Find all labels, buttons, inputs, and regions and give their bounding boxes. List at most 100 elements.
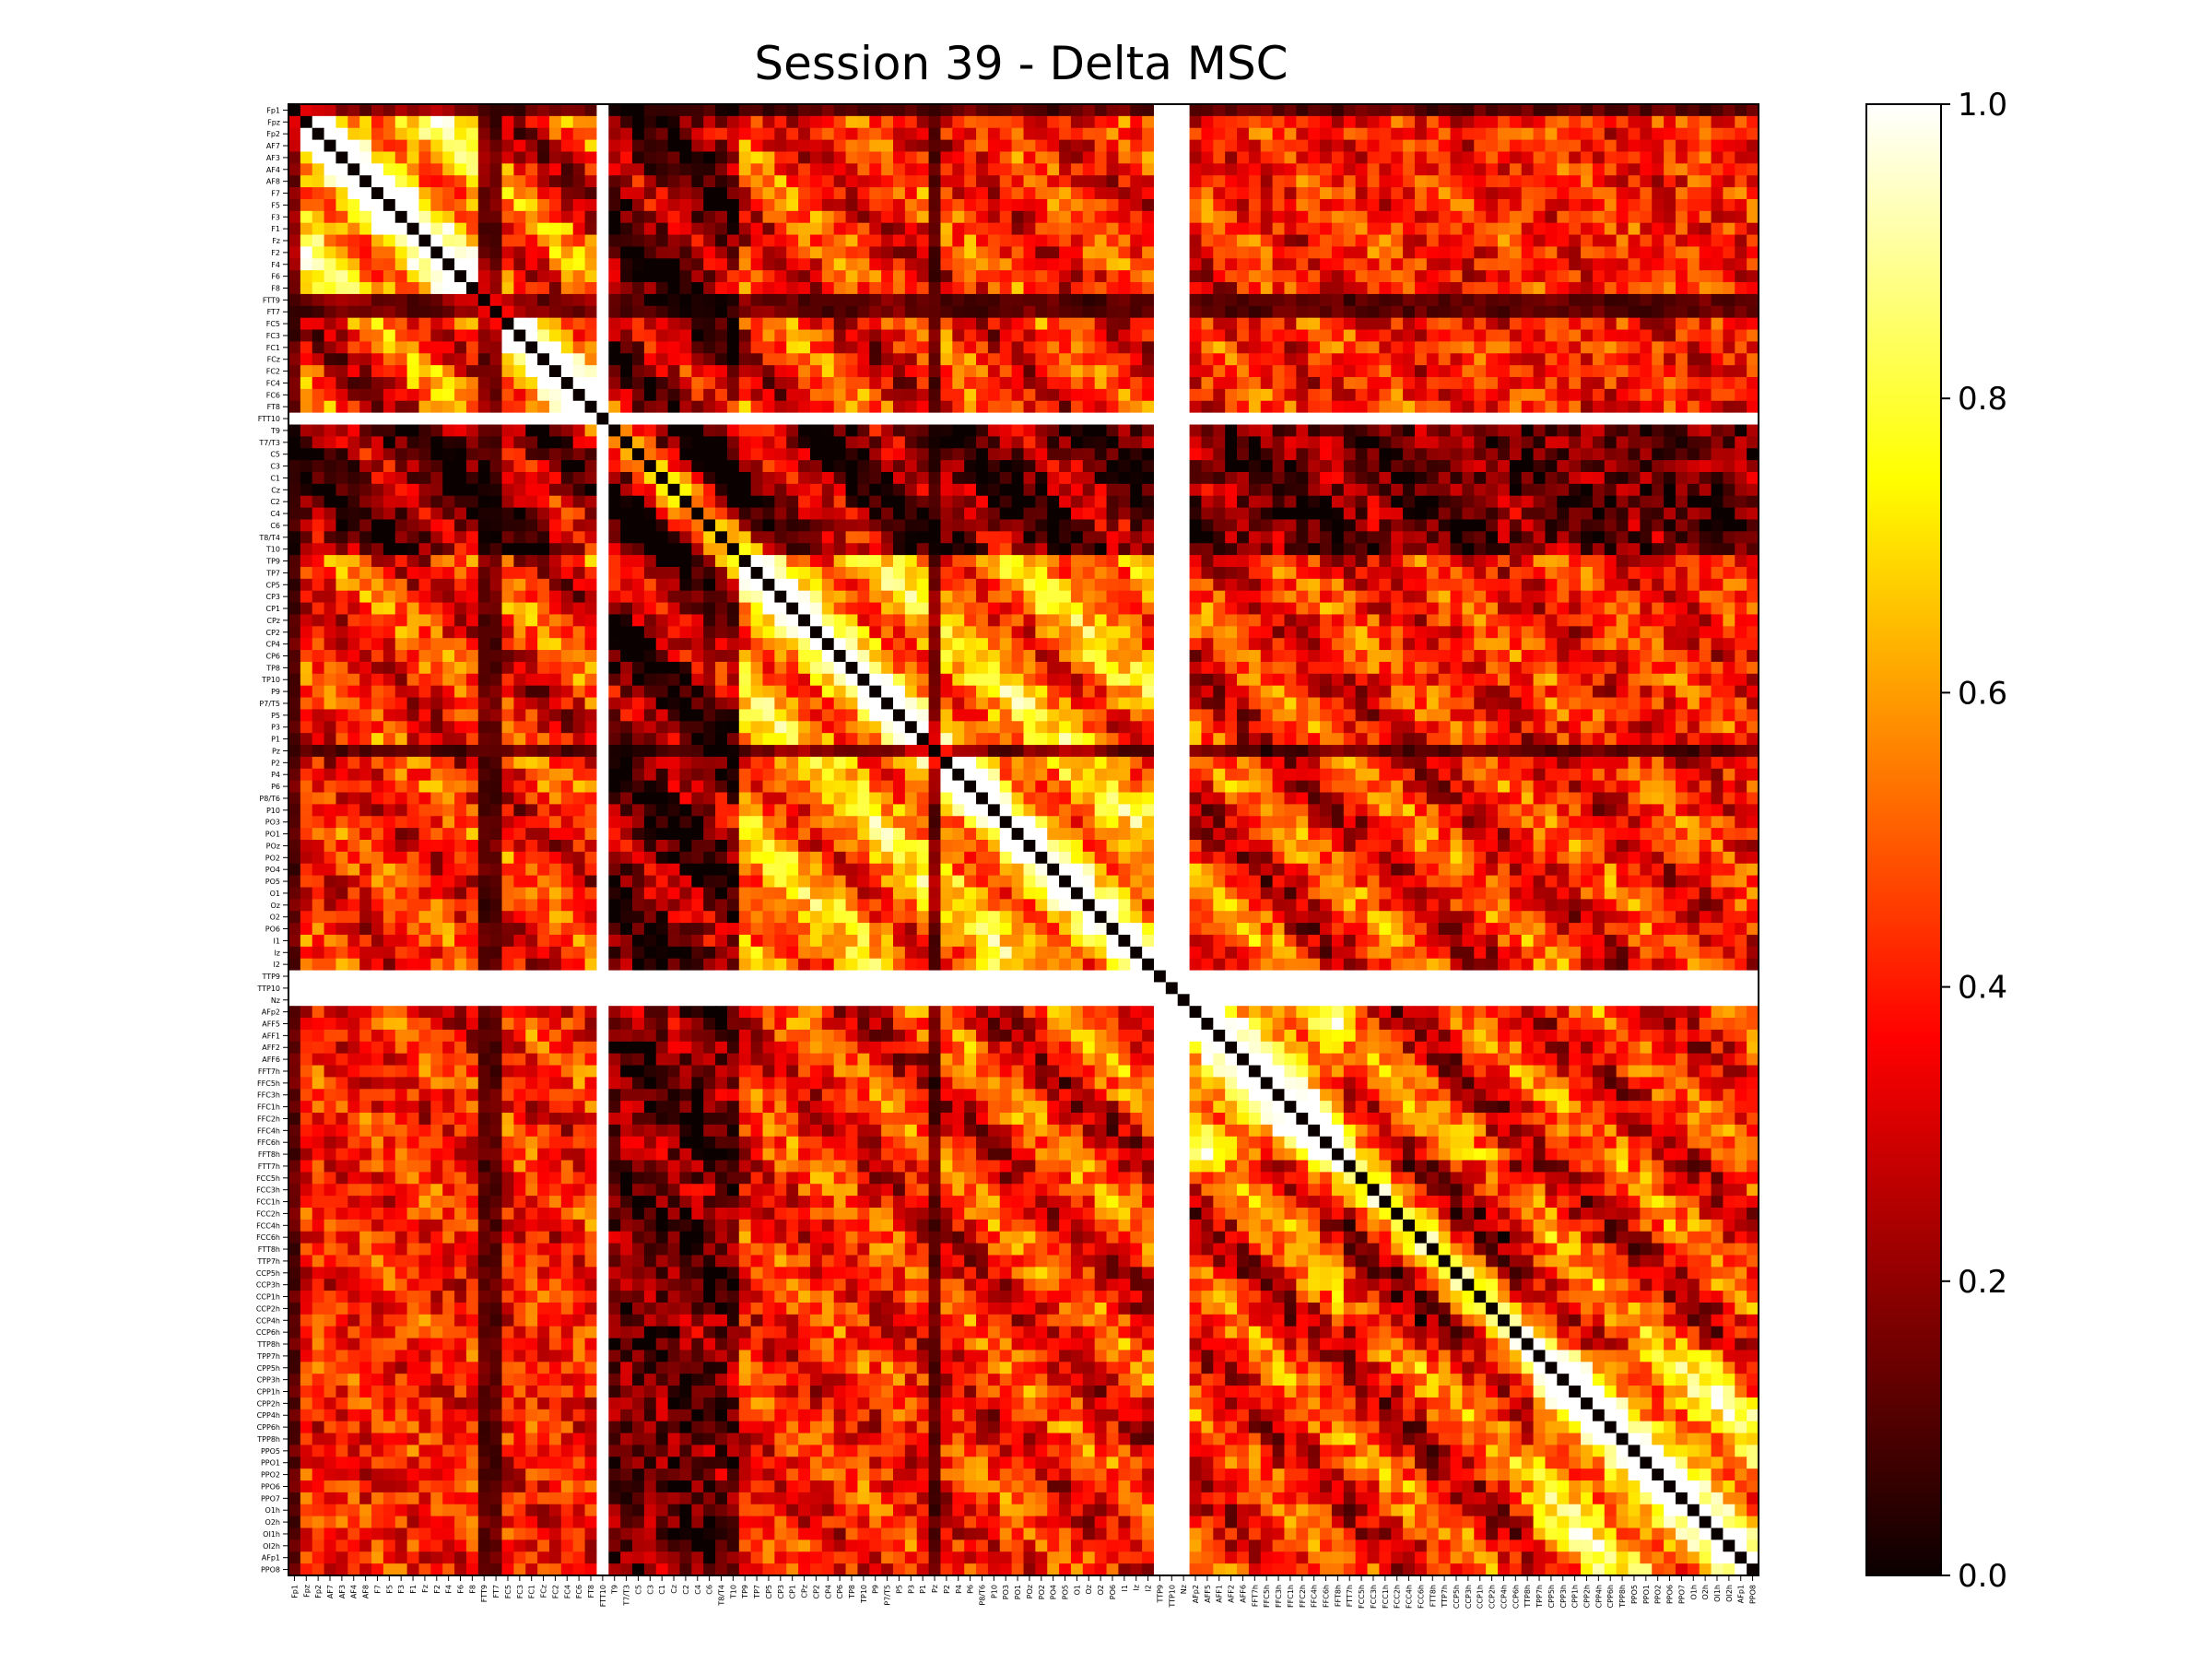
heatmap-cell bbox=[1687, 210, 1700, 224]
heatmap-cell bbox=[1462, 472, 1475, 485]
heatmap-cell bbox=[489, 365, 503, 378]
heatmap-cell bbox=[513, 495, 526, 509]
heatmap-cell bbox=[1462, 341, 1475, 354]
heatmap-cell bbox=[715, 222, 728, 236]
heatmap-cell bbox=[347, 412, 360, 426]
heatmap-cell bbox=[703, 317, 716, 331]
heatmap-cell bbox=[324, 187, 337, 200]
heatmap-cell bbox=[1189, 104, 1203, 117]
heatmap-cell bbox=[916, 400, 930, 414]
heatmap-cell bbox=[548, 187, 562, 200]
heatmap-cell bbox=[1545, 305, 1558, 319]
heatmap-cell bbox=[667, 472, 681, 485]
heatmap-cell bbox=[1248, 495, 1262, 509]
heatmap-cell bbox=[893, 460, 906, 473]
heatmap-cell bbox=[643, 448, 657, 461]
heatmap-cell bbox=[1059, 555, 1072, 568]
heatmap-cell bbox=[1308, 210, 1321, 224]
heatmap-cell bbox=[1355, 175, 1369, 188]
heatmap-cell bbox=[1391, 282, 1404, 295]
heatmap-cell bbox=[691, 293, 704, 307]
heatmap-cell bbox=[1047, 543, 1060, 556]
heatmap-cell bbox=[465, 531, 479, 544]
heatmap-cell bbox=[1379, 448, 1392, 461]
heatmap-cell bbox=[1521, 246, 1535, 259]
heatmap-cell bbox=[312, 460, 325, 473]
heatmap-cell bbox=[928, 412, 942, 426]
heatmap-cell bbox=[1723, 258, 1735, 271]
heatmap-cell bbox=[1723, 127, 1735, 141]
heatmap-cell bbox=[1498, 495, 1511, 509]
heatmap-cell bbox=[442, 175, 455, 188]
heatmap-cell bbox=[371, 282, 384, 295]
heatmap-cell bbox=[382, 448, 396, 461]
heatmap-cell bbox=[477, 353, 491, 366]
heatmap-cell bbox=[1664, 282, 1677, 295]
heatmap-cell bbox=[1367, 543, 1380, 556]
heatmap-cell bbox=[1557, 365, 1570, 378]
heatmap-cell bbox=[893, 163, 906, 176]
heatmap-cell bbox=[1094, 222, 1108, 236]
heatmap-cell bbox=[1569, 293, 1582, 307]
heatmap-cell bbox=[1343, 566, 1357, 580]
heatmap-cell bbox=[371, 472, 384, 485]
heatmap-cell bbox=[1628, 222, 1641, 236]
heatmap-cell bbox=[525, 460, 538, 473]
heatmap-cell bbox=[1569, 543, 1582, 556]
heatmap-cell bbox=[904, 472, 918, 485]
heatmap-cell bbox=[916, 139, 930, 153]
heatmap-cell bbox=[608, 400, 621, 414]
heatmap-cell bbox=[691, 258, 704, 271]
heatmap-cell bbox=[1675, 115, 1688, 129]
heatmap-cell bbox=[1118, 175, 1131, 188]
heatmap-cell bbox=[1201, 317, 1214, 331]
heatmap-cell bbox=[1581, 424, 1594, 437]
heatmap-cell bbox=[1070, 388, 1084, 402]
heatmap-cell bbox=[1331, 412, 1345, 426]
heatmap-cell bbox=[288, 365, 301, 378]
heatmap-cell bbox=[655, 305, 669, 319]
heatmap-cell bbox=[1414, 400, 1428, 414]
heatmap-cell bbox=[1272, 365, 1286, 378]
heatmap-cell bbox=[786, 187, 799, 200]
heatmap-cell bbox=[1474, 210, 1487, 224]
heatmap-cell bbox=[1486, 495, 1499, 509]
heatmap-cell bbox=[1284, 246, 1297, 259]
heatmap-cell bbox=[940, 222, 953, 236]
heatmap-cell bbox=[1498, 519, 1511, 532]
heatmap-cell bbox=[893, 472, 906, 485]
heatmap-cell bbox=[738, 163, 752, 176]
heatmap-cell bbox=[1047, 270, 1060, 283]
heatmap-cell bbox=[312, 424, 325, 437]
heatmap-cell bbox=[1343, 495, 1357, 509]
heatmap-cell bbox=[548, 175, 562, 188]
heatmap-cell bbox=[857, 566, 870, 580]
heatmap-cell bbox=[560, 472, 574, 485]
heatmap-cell bbox=[655, 282, 669, 295]
heatmap-cell bbox=[1581, 460, 1594, 473]
heatmap-cell bbox=[1581, 270, 1594, 283]
heatmap-cell bbox=[869, 543, 882, 556]
heatmap-cell bbox=[1189, 317, 1203, 331]
heatmap-cell bbox=[1545, 234, 1558, 248]
heatmap-cell bbox=[1592, 495, 1606, 509]
heatmap-cell bbox=[454, 531, 467, 544]
heatmap-cell bbox=[1118, 507, 1131, 521]
heatmap-cell bbox=[1213, 198, 1226, 212]
heatmap-cell bbox=[1308, 353, 1321, 366]
heatmap-cell bbox=[1521, 448, 1535, 461]
heatmap-cell bbox=[1438, 139, 1452, 153]
heatmap-cell bbox=[548, 424, 562, 437]
heatmap-cell bbox=[1011, 448, 1025, 461]
heatmap-cell bbox=[1142, 448, 1155, 461]
heatmap-cell bbox=[1023, 424, 1036, 437]
heatmap-cell bbox=[548, 246, 562, 259]
heatmap-cell bbox=[1082, 507, 1096, 521]
heatmap-cell bbox=[1272, 519, 1286, 532]
heatmap-cell bbox=[335, 519, 348, 532]
heatmap-cell bbox=[1201, 341, 1214, 354]
heatmap-cell bbox=[987, 293, 1001, 307]
heatmap-cell bbox=[1343, 555, 1357, 568]
heatmap-cell bbox=[703, 282, 716, 295]
heatmap-cell bbox=[620, 472, 633, 485]
